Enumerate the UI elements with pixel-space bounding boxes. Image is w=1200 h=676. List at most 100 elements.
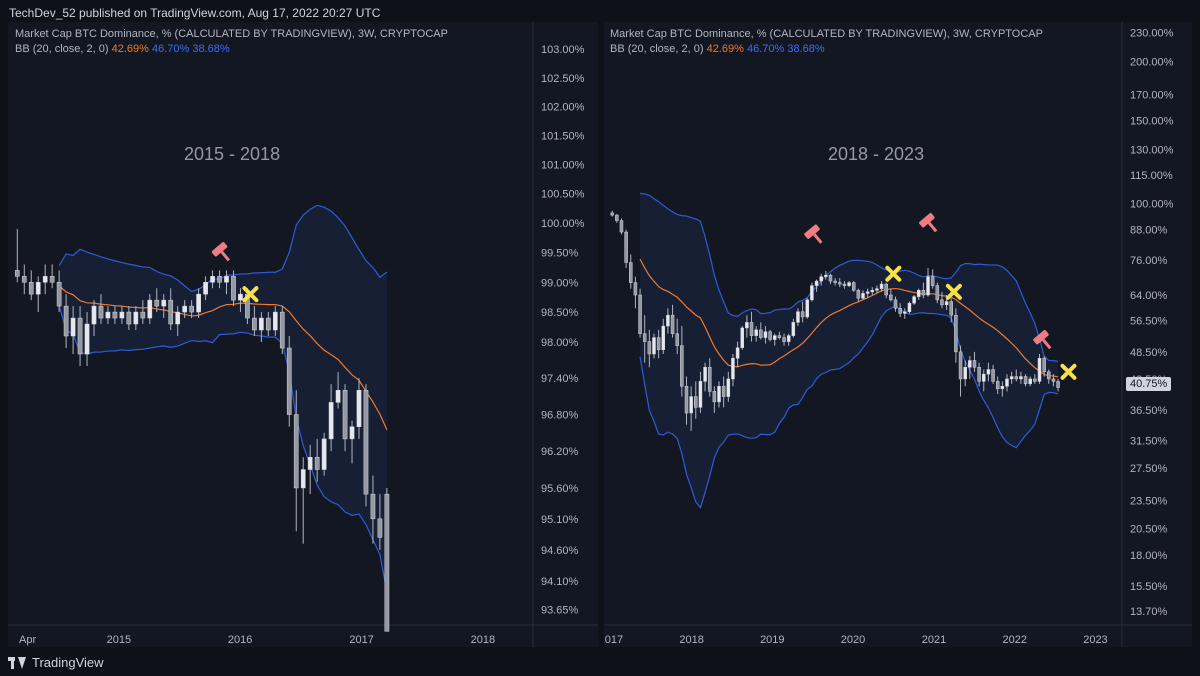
y-tick-label: 96.80% xyxy=(541,410,579,422)
candle-body xyxy=(759,329,763,338)
candle-body xyxy=(642,333,647,342)
x-tick-label: 2020 xyxy=(841,634,865,646)
candle-body xyxy=(707,366,712,392)
y-tick-label: 103.00% xyxy=(541,44,585,56)
candle-body xyxy=(884,283,888,296)
candle-body xyxy=(805,299,810,318)
bb-upper-value: 46.70% xyxy=(151,43,190,55)
hammer-head xyxy=(211,242,228,257)
bb-basis-line xyxy=(58,285,388,431)
chart-pane-2015-2018[interactable]: 103.00% 102.50% 102.00% 101.50% 101.00% 100.5… xyxy=(8,22,598,647)
x-tick-label: Apr xyxy=(19,634,36,646)
bb-lower-line xyxy=(58,305,388,593)
candle-body xyxy=(949,301,954,316)
candle-body xyxy=(210,276,215,283)
tradingview-brand[interactable]: TradingView xyxy=(8,655,104,670)
candle-body xyxy=(1028,378,1032,385)
chart-svg-right[interactable]: 230.00% 200.00% 170.00% 150.00% 130.00% 115.0… xyxy=(604,22,1192,647)
candle-body xyxy=(754,329,758,336)
candle-body xyxy=(721,386,726,397)
bb-upper-line xyxy=(58,204,388,293)
y-tick-label: 27.50% xyxy=(1130,463,1168,475)
y-tick-label: 76.00% xyxy=(1130,255,1168,267)
candle-body xyxy=(1005,378,1009,387)
candle-body xyxy=(819,276,823,282)
candle-body xyxy=(161,299,167,307)
footer xyxy=(0,650,1200,676)
bb-fill xyxy=(640,193,1059,508)
x-tick-label: 2015 xyxy=(107,634,131,646)
candle-body xyxy=(740,327,744,348)
candle-body xyxy=(231,276,236,301)
candle-body xyxy=(35,282,41,295)
x-tick-label: 2018 xyxy=(679,634,703,646)
cross-mark-icon xyxy=(885,265,902,282)
candle-body xyxy=(944,301,949,306)
candle-body xyxy=(666,314,670,327)
y-tick-label: 94.60% xyxy=(541,545,579,557)
candle-body xyxy=(363,390,369,495)
y-tick-label: 101.50% xyxy=(541,130,585,142)
candle-body xyxy=(217,276,222,283)
candle-body xyxy=(963,366,967,380)
bb-legend-right: BB (20, close, 2, 0) 42.69% 46.70% 38.68… xyxy=(610,43,825,55)
y-tick-label: 230.00% xyxy=(1130,28,1174,40)
candle-body xyxy=(238,293,243,301)
cross-mark-icon xyxy=(945,283,962,300)
candle-body xyxy=(619,220,624,233)
candle-body xyxy=(1056,381,1060,388)
chart-pane-2018-2023[interactable]: 230.00% 200.00% 170.00% 150.00% 130.00% 115.0… xyxy=(604,22,1192,647)
candle-body xyxy=(1037,358,1042,382)
chart-svg-left[interactable]: 103.00% 102.50% 102.00% 101.50% 101.00% 100.5… xyxy=(8,22,598,647)
candle-body xyxy=(252,317,257,331)
candle-body xyxy=(335,390,341,403)
candle-body xyxy=(633,282,638,296)
bb-upper-line xyxy=(639,192,1059,362)
candle-body xyxy=(731,358,735,380)
y-tick-label: 102.50% xyxy=(541,73,585,85)
candle-body xyxy=(126,311,132,325)
tradingview-logo-icon xyxy=(8,656,26,669)
y-tick-label: 100.00% xyxy=(1130,199,1174,211)
candle-body xyxy=(356,390,362,427)
candle-body xyxy=(726,378,731,397)
candle-body xyxy=(675,333,679,346)
candle-body xyxy=(1023,376,1028,385)
candle-body xyxy=(28,282,34,295)
candle-body xyxy=(958,351,963,380)
candle-body xyxy=(647,341,652,355)
candle-body xyxy=(982,373,986,382)
y-tick-label: 95.10% xyxy=(541,514,579,526)
y-tick-label: 96.20% xyxy=(541,446,579,458)
candle-body xyxy=(307,457,313,470)
last-price-badge: 40.75% xyxy=(1126,377,1172,391)
bb-label: BB (20, close, 2, 0) xyxy=(15,43,109,55)
candle-body xyxy=(610,212,614,216)
x-tick-label: 2023 xyxy=(1083,634,1107,646)
y-tick-label: 130.00% xyxy=(1130,145,1174,157)
y-tick-label: 15.50% xyxy=(1130,581,1168,593)
candle-body xyxy=(968,360,972,368)
candle-body xyxy=(972,360,977,368)
candle-body xyxy=(14,270,20,277)
candle-body xyxy=(56,282,62,307)
candle-body xyxy=(1009,376,1014,380)
bb-lower-value: 38.68% xyxy=(787,43,825,55)
y-tick-label: 101.00% xyxy=(541,160,585,172)
candle-body xyxy=(930,276,935,286)
candle-body xyxy=(991,369,995,382)
candle-body xyxy=(147,299,153,319)
candle-body xyxy=(861,293,865,299)
x-tick-label: 2021 xyxy=(922,634,946,646)
candle-body xyxy=(342,390,348,440)
y-tick-label: 48.50% xyxy=(1130,347,1168,359)
candle-body xyxy=(684,386,689,414)
hammer-icon xyxy=(804,224,823,244)
candle-body xyxy=(203,282,208,295)
y-tick-label: 56.50% xyxy=(1130,316,1168,328)
candle-body xyxy=(321,438,327,470)
hammer-handle xyxy=(927,221,938,233)
y-tick-label: 98.50% xyxy=(541,307,579,319)
candle-body xyxy=(105,311,111,319)
candle-body xyxy=(84,323,90,355)
